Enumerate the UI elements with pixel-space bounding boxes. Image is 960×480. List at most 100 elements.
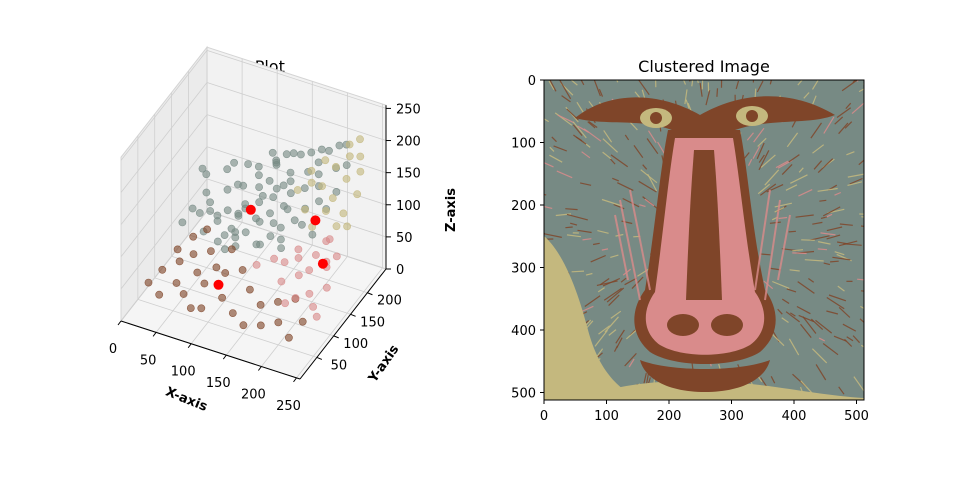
fur-stroke [572, 124, 583, 136]
fur-stroke [684, 89, 688, 105]
fur-stroke [566, 234, 581, 238]
fur-stroke [597, 287, 605, 293]
scatter-point [223, 206, 232, 215]
fur-stroke [620, 277, 627, 283]
fur-stroke [603, 130, 613, 143]
scatter-point [266, 232, 275, 240]
scatter-point [206, 198, 214, 207]
fur-stroke [699, 82, 703, 97]
fur-stroke [624, 134, 630, 141]
gridline-y-floor [137, 299, 317, 358]
fur-stroke [735, 80, 740, 90]
fur-stroke [549, 80, 557, 92]
scatter-point [203, 225, 211, 234]
fur-stroke [691, 80, 694, 87]
fur-stroke [774, 202, 793, 208]
image-y-ticks: 0 100 200 300 400 500 [511, 74, 544, 402]
scatter-point [331, 162, 340, 171]
scatter-point [298, 317, 307, 326]
fur-stroke [842, 323, 857, 332]
scatter-point [286, 189, 295, 198]
fur-stroke [770, 376, 776, 384]
y-tick-label: 200 [377, 294, 402, 309]
fur-stroke [551, 136, 557, 143]
gridline-z-back [206, 178, 387, 238]
fur-stroke [796, 305, 811, 315]
scatter-point [255, 198, 264, 207]
scatter-point [286, 168, 295, 177]
fur-stroke [758, 154, 765, 163]
x-axis-line [120, 320, 301, 380]
scatter-point [325, 235, 334, 243]
scatter-point [309, 302, 317, 311]
fur-stroke [587, 121, 596, 129]
fur-stroke [602, 151, 612, 160]
fur-stroke [553, 145, 568, 152]
scatter-point [301, 205, 309, 214]
scatter-point [234, 211, 243, 220]
fur-stroke [849, 177, 863, 185]
scatter-point [294, 271, 303, 280]
y-tick-label: 50 [331, 358, 348, 373]
fur-stroke [826, 296, 845, 310]
fur-stroke [826, 226, 843, 232]
scatter-point [279, 202, 288, 210]
fur-stroke [610, 254, 619, 258]
scatter-point [268, 148, 277, 157]
fur-stroke [839, 223, 853, 226]
fur-stroke [585, 319, 592, 326]
scatter-point [178, 218, 187, 227]
image-x-tick-label: 0 [540, 409, 548, 424]
fur-stroke [785, 184, 798, 191]
scatter-point [189, 232, 198, 241]
fur-stroke [609, 158, 616, 165]
image-x-tick-label: 400 [782, 409, 807, 424]
cheek-stripe [764, 199, 781, 301]
scatter-point [307, 178, 316, 187]
fur-stroke [573, 134, 587, 145]
scatter-point [239, 321, 248, 330]
scatter-point [343, 222, 351, 231]
fur-stroke [838, 306, 851, 318]
fur-stroke [852, 335, 861, 344]
image-y-tick-label: 300 [511, 262, 536, 277]
fur-stroke [624, 277, 637, 286]
fur-stroke [798, 167, 804, 173]
fur-stroke [860, 305, 864, 310]
fur-stroke [758, 150, 770, 171]
fur-stroke [836, 107, 852, 118]
fur-stroke [644, 198, 655, 207]
fur-stroke [804, 259, 824, 262]
3d-plot-tick-labels: 0 50 100 150 200 250 50 100 150 200 0 50 100 150 200 25… [109, 102, 421, 413]
fur-stroke [647, 173, 658, 192]
gridline-x-floor [296, 267, 383, 379]
scatter-point [308, 230, 317, 239]
fur-stroke [570, 80, 578, 86]
image-y-tick-label: 0 [528, 74, 536, 89]
scatter-point [241, 228, 250, 237]
scatter-point [276, 235, 285, 244]
fur-stroke [756, 142, 765, 160]
scatter-point [305, 266, 314, 274]
scatter-point [322, 283, 331, 292]
fur-stroke [685, 99, 690, 109]
y-tick-mark [367, 292, 373, 296]
3d-plot-axes [120, 105, 387, 380]
fur-stroke [802, 316, 817, 334]
scatter-point [188, 204, 197, 213]
scatter-point [342, 174, 351, 183]
image-mouth-region [640, 360, 770, 392]
fur-stroke [846, 151, 855, 156]
scatter-point [321, 207, 330, 215]
image-y-tick-label: 200 [511, 199, 536, 214]
fur-stroke [792, 249, 804, 252]
fur-stroke [798, 314, 814, 323]
fur-stroke [561, 95, 571, 103]
scatter-point [256, 321, 265, 330]
scatter-point [158, 265, 167, 274]
scatter-point [269, 193, 278, 201]
x-tick-mark [117, 320, 122, 326]
y-tick-mark [316, 356, 323, 360]
fur-stroke [808, 278, 815, 283]
fur-stroke [757, 137, 767, 147]
